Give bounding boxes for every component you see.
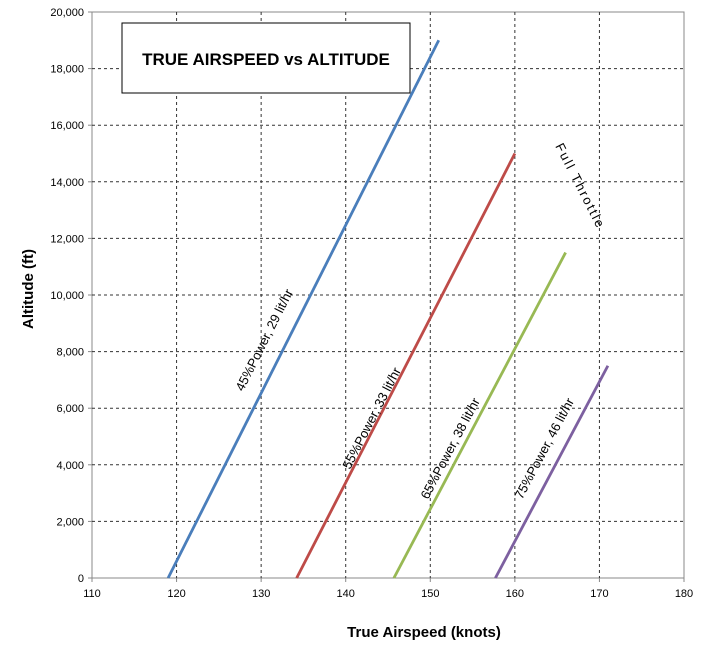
y-tick-label: 20,000 (50, 7, 84, 19)
y-axis-label: Altitude (ft) (20, 249, 37, 329)
x-tick-label: 150 (421, 588, 439, 600)
y-tick-label: 12,000 (50, 233, 84, 245)
series-line (166, 39, 440, 579)
series-line (392, 251, 567, 579)
y-tick-label: 4,000 (56, 460, 84, 472)
x-tick-label: 180 (675, 588, 693, 600)
x-tick-label: 140 (337, 588, 355, 600)
x-axis-label: True Airspeed (knots) (347, 624, 501, 641)
y-tick-label: 16,000 (50, 120, 84, 132)
x-axis-ticks: 110 120 130 140 150 160 170 180 (83, 578, 693, 600)
y-tick-label: 8,000 (56, 347, 84, 359)
x-tick-label: 120 (167, 588, 185, 600)
y-tick-label: 14,000 (50, 177, 84, 189)
series-line (295, 152, 517, 579)
series-lines (166, 39, 610, 579)
y-axis-ticks: 0 2,000 4,000 6,000 8,000 10,000 12,000 14,000 1… (50, 7, 92, 585)
x-tick-label: 110 (83, 588, 101, 600)
y-tick-label: 18,000 (50, 64, 84, 76)
chart-title: TRUE AIRSPEED vs ALTITUDE (142, 50, 390, 69)
x-tick-label: 160 (506, 588, 524, 600)
y-tick-label: 6,000 (56, 403, 84, 415)
x-tick-label: 170 (590, 588, 608, 600)
x-tick-label: 130 (252, 588, 270, 600)
chart-title-box: TRUE AIRSPEED vs ALTITUDE (121, 22, 411, 94)
y-tick-label: 0 (78, 573, 84, 585)
y-tick-label: 10,000 (50, 290, 84, 302)
y-tick-label: 2,000 (56, 516, 84, 528)
series-line (494, 365, 610, 579)
grid-lines (92, 12, 684, 578)
